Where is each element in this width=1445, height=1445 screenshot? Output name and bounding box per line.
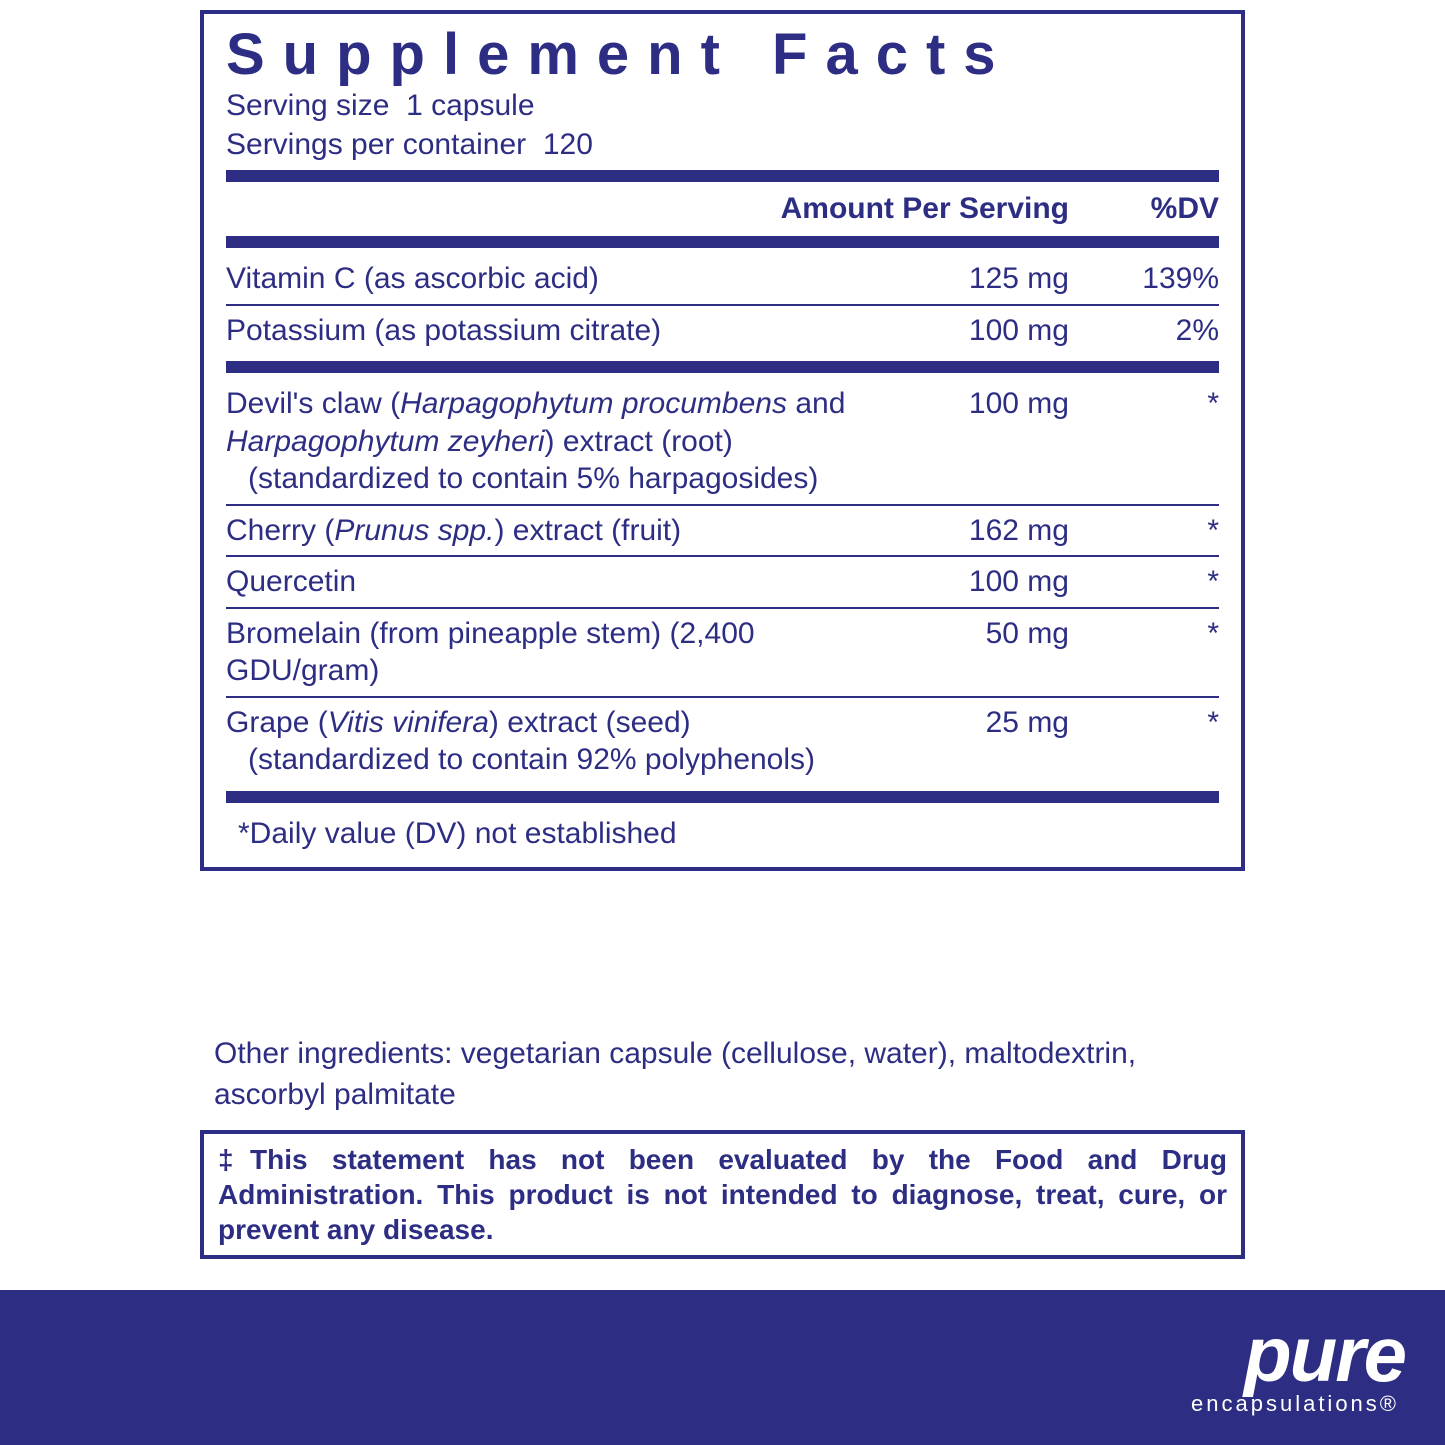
ingredient-amount: 100 mg [879,312,1069,350]
supplement-facts-panel: Supplement Facts Serving size 1 capsule … [200,10,1245,871]
ingredient-name: Cherry (Prunus spp.) extract (fruit) [226,512,879,550]
table-row: Quercetin100 mg* [226,557,1219,607]
ingredient-dv: 2% [1069,312,1219,350]
nutrient-section-2: Devil's claw (Harpagophytum procumbens a… [226,379,1219,785]
ingredient-sub: (standardized to contain 92% polyphenols… [226,741,869,779]
table-row: Devil's claw (Harpagophytum procumbens a… [226,379,1219,504]
ingredient-amount: 100 mg [879,385,1069,498]
ingredient-name: Devil's claw (Harpagophytum procumbens a… [226,385,879,498]
table-row: Potassium (as potassium citrate)100 mg2% [226,306,1219,356]
other-ingredients: Other ingredients: vegetarian capsule (c… [200,1020,1245,1115]
serving-size: Serving size 1 capsule [226,86,1219,125]
brand-sub: encapsulations® [1191,1391,1405,1417]
ingredient-dv: * [1069,704,1219,779]
brand-main: pure [1191,1321,1405,1387]
ingredient-amount: 25 mg [879,704,1069,779]
ingredient-name: Vitamin C (as ascorbic acid) [226,260,879,298]
ingredient-sub: (standardized to contain 5% harpagosides… [226,460,869,498]
table-row: Bromelain (from pineapple stem) (2,400 G… [226,609,1219,696]
ingredient-dv: * [1069,385,1219,498]
ingredient-amount: 50 mg [879,615,1069,690]
ingredient-dv: * [1069,563,1219,601]
header-amount: Amount Per Serving [749,192,1069,226]
panel-title: Supplement Facts [226,26,1219,84]
table-row: Cherry (Prunus spp.) extract (fruit)162 … [226,506,1219,556]
brand-logo: pure encapsulations® [1191,1321,1405,1417]
servings-per-container: Servings per container 120 [226,125,1219,164]
table-row: Vitamin C (as ascorbic acid)125 mg139% [226,254,1219,304]
header-dv: %DV [1069,192,1219,226]
nutrient-section-1: Vitamin C (as ascorbic acid)125 mg139%Po… [226,254,1219,355]
fda-disclaimer: ‡This statement has not been evaluated b… [200,1130,1245,1259]
ingredient-name: Bromelain (from pineapple stem) (2,400 G… [226,615,879,690]
ingredient-amount: 162 mg [879,512,1069,550]
ingredient-name: Potassium (as potassium citrate) [226,312,879,350]
rule-thick [226,361,1219,373]
rule-thick [226,170,1219,182]
ingredient-amount: 125 mg [879,260,1069,298]
dv-footnote: *Daily value (DV) not established [226,809,1219,857]
rule-thick [226,236,1219,248]
ingredient-amount: 100 mg [879,563,1069,601]
table-row: Grape (Vitis vinifera) extract (seed)(st… [226,698,1219,785]
ingredient-name: Grape (Vitis vinifera) extract (seed)(st… [226,704,879,779]
rule-thick [226,791,1219,803]
ingredient-dv: * [1069,512,1219,550]
ingredient-dv: * [1069,615,1219,690]
footer-bar: pure encapsulations® [0,1290,1445,1445]
ingredient-name: Quercetin [226,563,879,601]
ingredient-dv: 139% [1069,260,1219,298]
column-headers: Amount Per Serving %DV [226,188,1219,230]
